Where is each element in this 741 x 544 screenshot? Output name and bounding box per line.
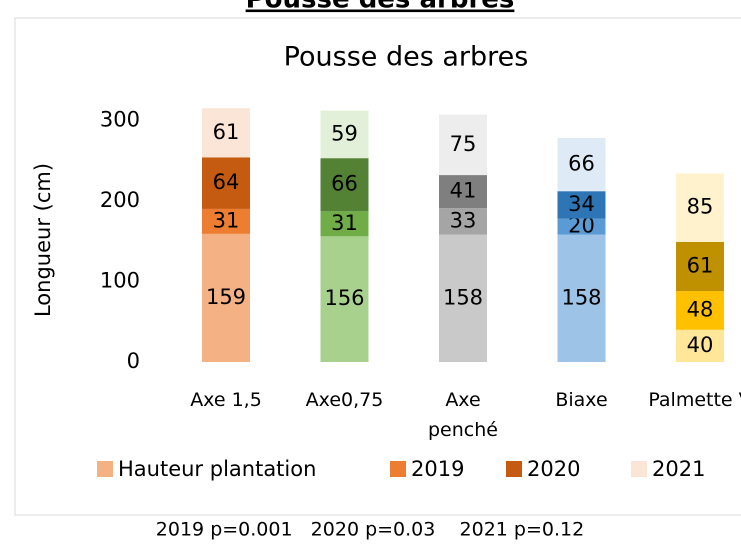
chart-title: Pousse des arbres [284,42,529,73]
legend-label: 2021 [652,457,705,481]
bar-segment [439,208,487,235]
bar-segment [439,234,487,362]
top-title: Pousse des arbres [246,0,515,15]
data-label: 61 [687,254,714,278]
bar-segment [202,233,250,362]
bar-segment [676,291,724,330]
bar-segment [320,110,369,159]
bar-segment [676,173,724,242]
chart-frame [14,17,741,516]
data-label: 40 [687,333,714,357]
x-tick-label: Axe 1,5 [190,389,262,411]
y-axis-label: Longueur (cm) [31,163,55,317]
bar-segment [557,234,606,362]
legend-label: 2020 [527,457,580,481]
y-tick-label: 200 [100,188,140,212]
bar-segment [557,218,606,235]
data-label: 61 [213,120,240,144]
bar-segment [439,175,487,209]
data-label: 41 [450,179,477,203]
x-tick-label: Palmette V [648,389,741,411]
y-tick-label: 100 [100,268,140,292]
bar-segment [439,114,487,176]
data-label: 66 [568,152,595,176]
bar-segment [202,208,250,234]
data-label: 34 [568,192,595,216]
data-label: 64 [213,170,240,194]
data-label: 75 [450,132,477,156]
data-label: 59 [331,121,358,145]
data-label: 31 [213,208,240,232]
legend-swatch [506,461,522,477]
legend-swatch [631,461,647,477]
y-tick-label: 300 [100,107,140,131]
bar-segment [202,157,250,209]
data-label: 159 [206,285,246,309]
x-tick-label: Axe penché [428,389,498,441]
data-label: 85 [687,195,714,219]
data-label: 156 [324,286,364,310]
bar-segment [320,158,369,212]
bar-segment [320,211,369,237]
footer: 2019 p=0.001 2020 p=0.03 2021 p=0.12 [156,519,584,541]
data-label: 158 [561,285,601,309]
data-label: 158 [443,285,483,309]
bar-segment [676,241,724,292]
data-label: 66 [331,172,358,196]
bar-segment [676,329,724,362]
bar-segment [557,138,606,192]
legend-swatch [97,461,113,477]
data-label: 33 [450,208,477,232]
bar-segment [557,191,606,219]
x-tick-label: Biaxe [555,389,608,411]
x-tick-label: Axe0,75 [305,389,384,411]
y-tick-label: 0 [127,349,140,373]
bar-segment [320,236,369,362]
legend-label: 2019 [411,457,464,481]
bar-segment [202,108,250,158]
legend-label: Hauteur plantation [118,457,316,481]
legend-swatch [390,461,406,477]
data-label: 31 [331,211,358,235]
data-label: 48 [687,297,714,321]
